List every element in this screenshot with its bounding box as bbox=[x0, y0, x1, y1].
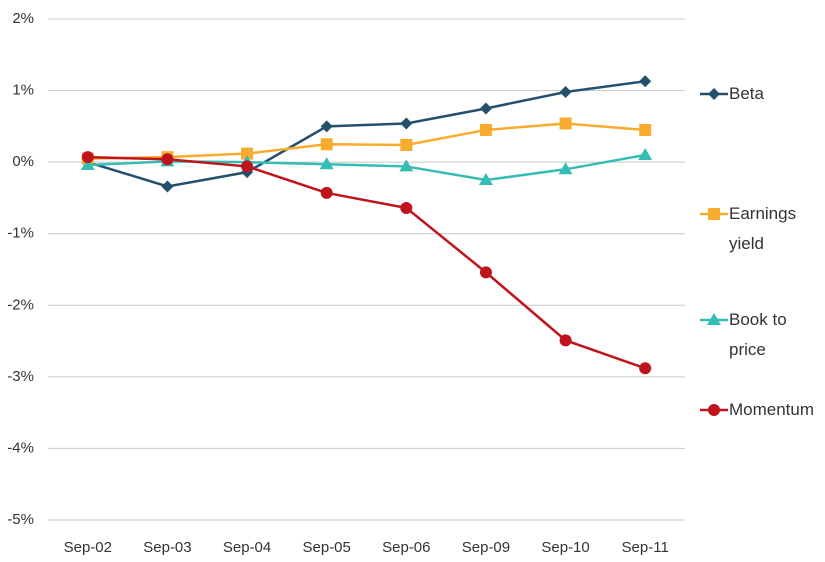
marker bbox=[320, 186, 333, 199]
legend-label: Book to price bbox=[729, 310, 787, 359]
marker bbox=[638, 147, 653, 160]
y-tick-label: 1% bbox=[12, 82, 34, 99]
y-tick-label: -5% bbox=[7, 511, 34, 528]
marker bbox=[400, 117, 413, 130]
y-tick-label: -2% bbox=[7, 296, 34, 313]
marker bbox=[558, 162, 573, 175]
marker bbox=[400, 201, 413, 214]
y-tick-label: 0% bbox=[12, 153, 34, 170]
marker bbox=[400, 138, 413, 151]
x-tick-label: Sep-11 bbox=[622, 539, 669, 556]
x-tick-label: Sep-05 bbox=[303, 539, 351, 556]
marker bbox=[320, 138, 333, 151]
y-tick-label: -1% bbox=[7, 225, 34, 242]
marker bbox=[399, 159, 414, 172]
x-tick-label: Sep-06 bbox=[382, 539, 430, 556]
marker bbox=[479, 102, 492, 115]
y-tick-label: -4% bbox=[7, 439, 34, 456]
marker bbox=[708, 404, 720, 416]
marker bbox=[241, 147, 254, 160]
x-tick-label: Sep-04 bbox=[223, 539, 271, 556]
marker bbox=[478, 173, 493, 186]
series-line bbox=[87, 155, 646, 370]
marker bbox=[80, 158, 95, 171]
marker bbox=[161, 153, 174, 166]
series-line bbox=[87, 122, 646, 160]
marker bbox=[559, 117, 572, 130]
marker bbox=[708, 208, 720, 220]
y-tick-label: 2% bbox=[12, 10, 34, 27]
marker bbox=[479, 266, 492, 279]
legend-label: Momentum bbox=[729, 400, 815, 419]
legend-label: Beta bbox=[729, 84, 764, 103]
marker bbox=[639, 123, 652, 136]
marker bbox=[708, 88, 720, 100]
marker bbox=[241, 160, 254, 173]
marker bbox=[161, 180, 174, 193]
marker bbox=[559, 334, 572, 347]
x-tick-label: Sep-09 bbox=[462, 539, 510, 556]
marker bbox=[479, 123, 492, 136]
marker bbox=[707, 313, 721, 325]
marker bbox=[639, 75, 652, 88]
marker bbox=[319, 157, 334, 170]
y-tick-label: -3% bbox=[7, 368, 34, 385]
legend-label: Earnings yield bbox=[729, 204, 797, 253]
x-tick-label: Sep-02 bbox=[64, 539, 112, 556]
x-tick-label: Sep-03 bbox=[143, 539, 191, 556]
marker bbox=[639, 362, 652, 375]
marker bbox=[81, 151, 94, 164]
series-line bbox=[87, 80, 646, 188]
marker bbox=[559, 86, 572, 99]
marker bbox=[320, 120, 333, 133]
x-tick-label: Sep-10 bbox=[541, 539, 589, 556]
